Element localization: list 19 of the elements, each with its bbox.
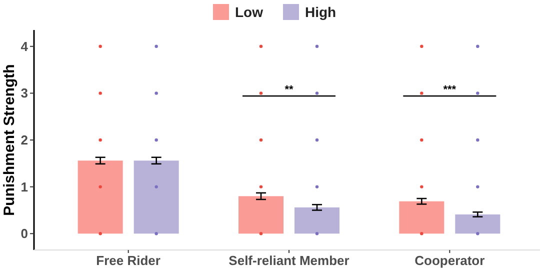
bar (238, 196, 284, 234)
y-tick-label: 1 (20, 179, 28, 194)
bar (78, 160, 123, 234)
x-tick-label: Cooperator (414, 253, 485, 268)
bar (399, 201, 444, 234)
x-tick-label: Self-reliant Member (228, 253, 350, 268)
legend-label: High (305, 4, 336, 20)
annotation: *** (443, 84, 457, 96)
y-axis-title: Punishment Strength (1, 64, 18, 216)
annotation: ** (284, 84, 294, 96)
y-tick-label: 4 (20, 38, 29, 54)
legend-label: Low (235, 4, 264, 20)
y-tick-label: 2 (20, 132, 28, 148)
bar (455, 214, 500, 234)
y-tick-label: 0 (20, 226, 28, 242)
y-tick-label: 3 (20, 86, 28, 101)
x-tick-label: Free Rider (96, 253, 160, 268)
bar (294, 207, 340, 234)
bar (134, 160, 179, 234)
